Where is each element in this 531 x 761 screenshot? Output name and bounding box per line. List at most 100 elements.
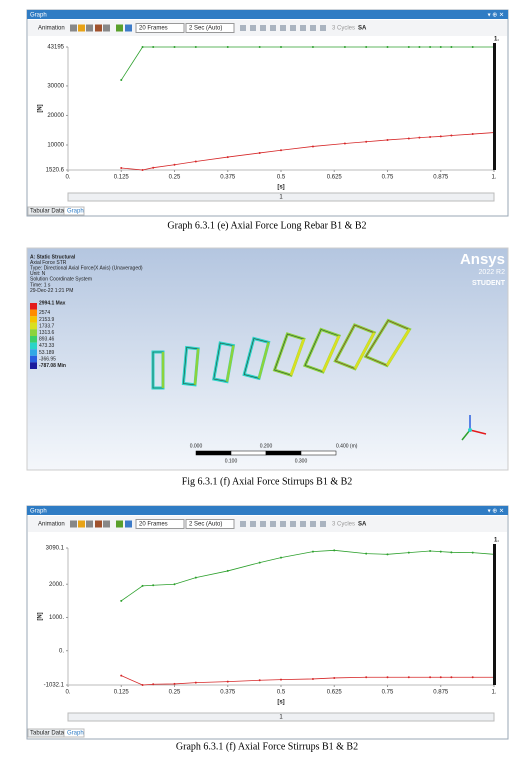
legend-label: 2574: [39, 310, 50, 316]
toolbar-button[interactable]: [125, 520, 132, 528]
data-point: [471, 133, 474, 136]
data-point: [407, 551, 410, 554]
toolbar-button[interactable]: [300, 521, 306, 527]
data-point: [173, 46, 176, 48]
scale-bar: [300, 450, 337, 456]
legend-label: 893.46: [39, 337, 55, 343]
data-point: [141, 169, 144, 171]
legend-label: 473.33: [39, 343, 55, 349]
y-tick-label: 30000: [47, 84, 64, 90]
data-point: [173, 163, 176, 166]
data-point: [194, 576, 197, 579]
toolbar-button[interactable]: [290, 521, 296, 527]
scale-bar: [230, 450, 267, 456]
logo-edition: STUDENT: [472, 280, 506, 287]
data-point: [439, 676, 442, 679]
x-tick-label: 0.375: [220, 690, 236, 696]
toolbar-button[interactable]: [280, 521, 286, 527]
tab[interactable]: [63, 728, 85, 738]
frames-select[interactable]: [135, 23, 185, 33]
x-tick-label: 0.125: [114, 690, 130, 696]
cycles-label: 3 Cycles: [332, 522, 355, 528]
data-point: [280, 149, 282, 152]
toolbar-button[interactable]: [116, 520, 123, 528]
series-line: [121, 675, 494, 686]
data-point: [173, 682, 176, 685]
x-tick-label: 0.75: [382, 175, 394, 181]
toolbar-button[interactable]: [240, 521, 246, 527]
toolbar-button[interactable]: [70, 24, 77, 32]
window-controls: ▾ ⊕ ✕: [488, 13, 504, 19]
scale-bar: [265, 450, 302, 456]
toolbar-button[interactable]: [116, 24, 123, 32]
y-tick-label: 10000: [47, 143, 64, 149]
tab-label: Graph: [67, 731, 84, 737]
data-point: [258, 561, 261, 564]
data-point: [386, 553, 389, 556]
speed-select[interactable]: [185, 519, 235, 529]
legend-swatch: [30, 316, 37, 323]
toolbar-button[interactable]: [270, 25, 276, 31]
scale-label: 0.200: [260, 443, 273, 449]
toolbar-button[interactable]: [78, 520, 85, 528]
legend-label: 2994.1 Max: [39, 300, 66, 306]
toolbar-button[interactable]: [103, 520, 110, 528]
toolbar-button[interactable]: [280, 25, 286, 31]
toolbar-button[interactable]: [125, 24, 132, 32]
toolbar-button[interactable]: [86, 520, 93, 528]
toolbar-button[interactable]: [310, 521, 316, 527]
frames-select[interactable]: [135, 519, 185, 529]
data-point: [152, 584, 155, 587]
toolbar-button[interactable]: [260, 521, 266, 527]
scale-label: 0.100: [225, 458, 238, 464]
x-tick-label: 1.: [491, 690, 496, 696]
y-tick-label: 20000: [47, 113, 64, 119]
x-axis-label: [s]: [277, 185, 284, 191]
toolbar-button[interactable]: [310, 25, 316, 31]
toolbar-button[interactable]: [320, 25, 326, 31]
data-point: [471, 551, 474, 554]
toolbar-button[interactable]: [95, 520, 102, 528]
slider-label: 1: [279, 195, 283, 201]
time-slider[interactable]: [67, 712, 495, 722]
x-axis-label: [s]: [277, 700, 284, 706]
data-point: [343, 46, 346, 48]
toolbar-button[interactable]: [300, 25, 306, 31]
result-info: 29-Dec-22 1:21 PM: [30, 288, 73, 294]
result-info: Type: Directional Axial Force(X Axis) (U…: [30, 266, 143, 272]
toolbar-button[interactable]: [95, 24, 102, 32]
stirrup-side: [193, 348, 200, 385]
x-tick-label: 0.: [65, 690, 70, 696]
y-axis-label: [N]: [38, 104, 44, 112]
toolbar-button[interactable]: [70, 520, 77, 528]
data-point: [152, 46, 155, 48]
toolbar-button[interactable]: [86, 24, 93, 32]
data-point: [450, 551, 453, 554]
tab[interactable]: [63, 206, 85, 216]
speed-select[interactable]: [185, 23, 235, 33]
scale-label: 0.300: [295, 458, 308, 464]
data-point: [343, 142, 346, 145]
y-tick-label: 0.: [59, 648, 64, 654]
toolbar-button[interactable]: [240, 25, 246, 31]
toolbar-button[interactable]: [260, 25, 266, 31]
data-point: [280, 556, 282, 559]
data-point: [407, 137, 410, 140]
toolbar-button[interactable]: [270, 521, 276, 527]
time-slider[interactable]: [67, 192, 495, 202]
toolbar-button[interactable]: [250, 25, 256, 31]
x-tick-label: 0.25: [169, 690, 181, 696]
toolbar-button[interactable]: [78, 24, 85, 32]
legend-swatch: [30, 349, 37, 356]
x-tick-label: 1.: [491, 175, 496, 181]
window-title: Graph: [30, 13, 47, 19]
speed-value: 2 Sec (Auto): [189, 26, 222, 32]
toolbar-button[interactable]: [320, 521, 326, 527]
toolbar-button[interactable]: [290, 25, 296, 31]
data-point: [386, 138, 389, 141]
toolbar-button[interactable]: [250, 521, 256, 527]
toolbar-button[interactable]: [103, 24, 110, 32]
toolbar-label: Animation: [38, 522, 65, 528]
data-point: [429, 549, 432, 552]
